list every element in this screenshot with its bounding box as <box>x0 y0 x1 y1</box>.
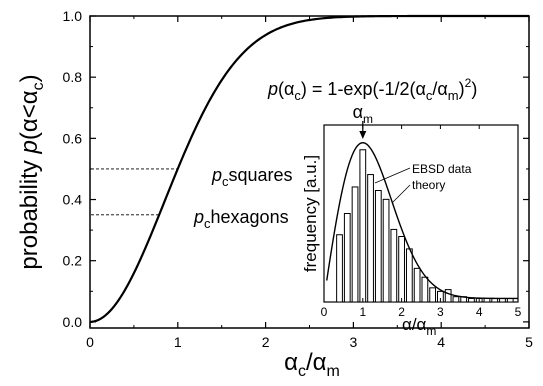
peak-label-main: α <box>353 102 363 122</box>
y-axis-label: probability p(α<αc) <box>16 74 47 269</box>
formula-close: ) <box>459 79 465 99</box>
x-axis-label: αc/αm <box>284 349 340 380</box>
histogram-bar <box>452 296 460 303</box>
y-tick-label: 0.8 <box>63 69 83 85</box>
formula-open: (α <box>278 79 294 99</box>
histogram-bar <box>382 198 390 303</box>
y-tick-label: 0.4 <box>63 192 83 208</box>
formula-sub: c <box>426 88 433 103</box>
inset-y-axis-label: frequency [a.u.] <box>301 155 320 272</box>
histogram-bar <box>336 234 343 303</box>
inset-x-tick-label: 4 <box>476 305 483 319</box>
annotation-sub: c <box>222 174 229 189</box>
histogram-bar <box>429 287 437 303</box>
legend-theory: theory <box>412 178 445 192</box>
x-tick-label: 5 <box>525 334 533 350</box>
y-axis-label-p: p <box>16 140 43 154</box>
inset-x-tick-label: 2 <box>398 305 405 319</box>
annotation-label: pchexagons <box>193 207 289 231</box>
formula-end: ) <box>471 79 477 99</box>
histogram-bar <box>468 297 475 303</box>
formula-sub: m <box>448 88 459 103</box>
inset-x-tick-label: 0 <box>321 305 328 319</box>
annotation-p: p <box>211 165 222 185</box>
histogram-bar <box>421 276 429 303</box>
formula-sup: 2 <box>465 76 472 90</box>
x-axis-label-sep: /α <box>306 349 327 376</box>
formula-p: p <box>267 79 278 99</box>
peak-label: αm <box>353 102 373 126</box>
legend-ebsd-data: EBSD data <box>412 162 472 176</box>
x-axis-label-sub: c <box>298 363 306 380</box>
theory-curve <box>326 142 519 300</box>
histogram-bar <box>405 248 413 303</box>
main-plot: 0 1 2 3 4 50.00.20.40.60.81.0pcsquarespchexag… <box>16 8 533 380</box>
y-axis-label-close: ) <box>16 74 43 82</box>
inset-x-tick-label: 5 <box>515 305 522 319</box>
histogram-bar <box>351 186 359 303</box>
annotation-text: hexagons <box>211 207 289 227</box>
y-axis-label-sub: c <box>30 82 47 90</box>
y-tick-label: 0.6 <box>63 130 83 146</box>
histogram-bar <box>413 267 421 303</box>
peak-arrow-head <box>359 131 367 139</box>
legend-pointer-ebsd <box>374 167 411 184</box>
inset-x-axis-label: α/αm <box>402 315 436 338</box>
x-tick-label: 3 <box>350 334 358 350</box>
annotation-p: p <box>193 207 204 227</box>
annotation-text: squares <box>229 165 293 185</box>
histogram-bar <box>359 149 367 303</box>
x-tick-label: 4 <box>437 334 445 350</box>
formula-middle: ) = 1-exp(-1/2(α <box>301 79 426 99</box>
peak-label-sub: m <box>363 112 373 126</box>
histogram-bar <box>444 289 452 303</box>
x-axis-label-sub: m <box>327 363 340 380</box>
probability-curve <box>89 14 529 323</box>
x-tick-label: 2 <box>262 334 270 350</box>
legend-pointer-theory <box>391 184 411 204</box>
formula-slash: /α <box>432 79 447 99</box>
inset-x-label-main: α/α <box>402 315 427 334</box>
x-tick-label: 1 <box>174 334 182 350</box>
histogram-bar <box>398 236 405 303</box>
y-axis-label-prefix: probability <box>16 154 43 270</box>
y-tick-label: 0.0 <box>63 314 83 330</box>
histogram-bar <box>374 189 382 303</box>
x-tick-label: 0 <box>86 334 94 350</box>
formula-label: p(αc) = 1-exp(-1/2(αc/αm)2) <box>267 76 477 103</box>
inset-x-tick-label: 3 <box>437 305 444 319</box>
annotation-label: pcsquares <box>211 165 293 189</box>
histogram-bar <box>367 174 374 303</box>
y-tick-label: 1.0 <box>63 8 83 24</box>
inset-x-label-sub: m <box>426 324 436 338</box>
annotation-sub: c <box>204 216 211 231</box>
formula-sub: c <box>294 88 301 103</box>
x-axis-label-main: α <box>284 349 298 376</box>
y-tick-label: 0.2 <box>63 253 83 269</box>
y-axis-label-paren: (α<α <box>16 90 43 140</box>
histogram-bar <box>343 213 351 303</box>
histogram-bar <box>390 228 398 303</box>
inset-x-tick-label: 1 <box>359 305 366 319</box>
